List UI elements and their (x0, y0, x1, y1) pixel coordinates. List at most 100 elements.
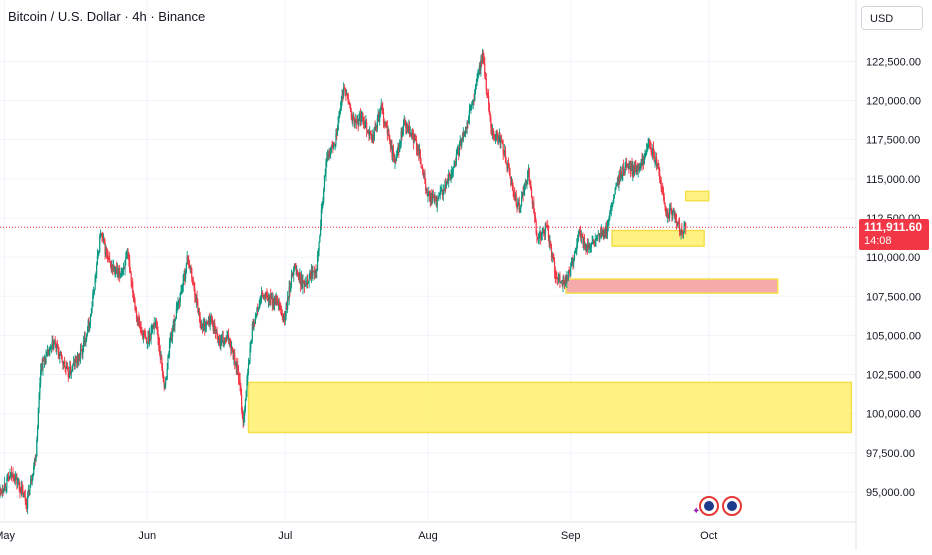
candle-body (574, 251, 576, 254)
candle-body (268, 296, 270, 300)
candle-body (449, 175, 451, 181)
candle-body (620, 171, 622, 179)
candle-body (543, 229, 545, 232)
event-icons[interactable]: ✦ (692, 496, 742, 517)
candle-body (3, 490, 5, 492)
candle-body (251, 323, 253, 340)
candle-body (271, 296, 273, 305)
candle-body (203, 323, 205, 326)
candle-body (129, 271, 131, 273)
candle-body (395, 156, 398, 161)
candle-body (89, 322, 91, 326)
candle-body (63, 360, 66, 367)
candle-body (294, 263, 296, 267)
zone-box[interactable] (611, 229, 705, 247)
candle-body (599, 234, 602, 237)
candle-body (313, 271, 316, 274)
candle-body (675, 220, 678, 223)
candle-body (257, 307, 259, 311)
candle-body (363, 122, 365, 125)
candle-body (611, 203, 613, 205)
candle-body (398, 145, 400, 152)
zone-box[interactable] (684, 190, 710, 202)
candle-body (53, 344, 55, 350)
candle-body (509, 173, 511, 178)
candle-body (650, 148, 652, 153)
x-axis[interactable]: May Jun Jul Aug Sep Oct (0, 521, 856, 542)
candle-body (200, 323, 202, 328)
candle-body (576, 240, 579, 245)
zone-box[interactable] (565, 278, 779, 294)
candle-body (435, 196, 437, 198)
candle-body (386, 126, 388, 134)
candle-body (462, 133, 464, 141)
candle-body (530, 181, 532, 189)
candle-body (158, 339, 160, 345)
candle-body (160, 357, 162, 359)
candle-body (369, 131, 371, 136)
candle-body (112, 266, 114, 271)
y-axis[interactable]: 95,000.00 97,500.00 100,000.00 102,500.00 10… (855, 0, 921, 550)
candle-body (24, 496, 26, 501)
candle-body (468, 110, 471, 118)
candle-body (39, 382, 41, 394)
candle-body (329, 151, 332, 157)
candle-body (292, 274, 294, 276)
candle-body (118, 270, 120, 274)
candle-body (340, 100, 342, 109)
candle-body (90, 313, 92, 316)
candle-body (570, 266, 572, 276)
candle-body (302, 281, 304, 289)
candle-body (432, 195, 434, 197)
candle-body (534, 212, 536, 217)
candle-body (11, 472, 13, 477)
candle-body (487, 93, 489, 97)
candle-body (499, 134, 501, 143)
candle-body (221, 337, 224, 339)
candle-body (19, 486, 21, 492)
candle-body (283, 316, 286, 320)
candle-body (617, 178, 619, 185)
candle-body (607, 221, 609, 225)
candle-body (583, 237, 586, 247)
candle-body (334, 144, 336, 146)
candle-body (399, 145, 401, 152)
candle-body (33, 466, 35, 475)
candle-body (46, 351, 48, 356)
candle-body (400, 131, 402, 145)
candle-body (534, 216, 536, 221)
candle-body (192, 280, 194, 282)
candle-body (566, 277, 568, 283)
candle-body (442, 189, 444, 195)
candle-body (129, 259, 131, 272)
candle-body (61, 355, 63, 362)
candle-body (494, 137, 497, 139)
candle-body (244, 410, 246, 416)
candle-body (255, 315, 257, 316)
candle-body (43, 360, 46, 362)
candle-body (622, 166, 625, 172)
candle-body (288, 287, 290, 299)
zone-box[interactable] (247, 381, 853, 434)
candle-body (360, 116, 362, 123)
candle-body (417, 149, 419, 151)
candle-body (361, 113, 363, 117)
candle-body (370, 133, 372, 140)
candle-body (678, 223, 681, 232)
candle-body (563, 281, 566, 286)
candle-body (504, 150, 507, 163)
candle-body (364, 122, 366, 125)
candle-body (586, 244, 588, 250)
candle-body (314, 270, 316, 274)
candle-body (163, 382, 165, 388)
candle-body (171, 330, 174, 337)
candle-body (323, 190, 325, 202)
candle-body (143, 332, 145, 335)
candle-body (516, 204, 518, 206)
candle-body (455, 154, 457, 165)
candle-body (437, 197, 439, 200)
currency-selector[interactable]: USD (861, 6, 923, 30)
candle-body (328, 153, 330, 159)
